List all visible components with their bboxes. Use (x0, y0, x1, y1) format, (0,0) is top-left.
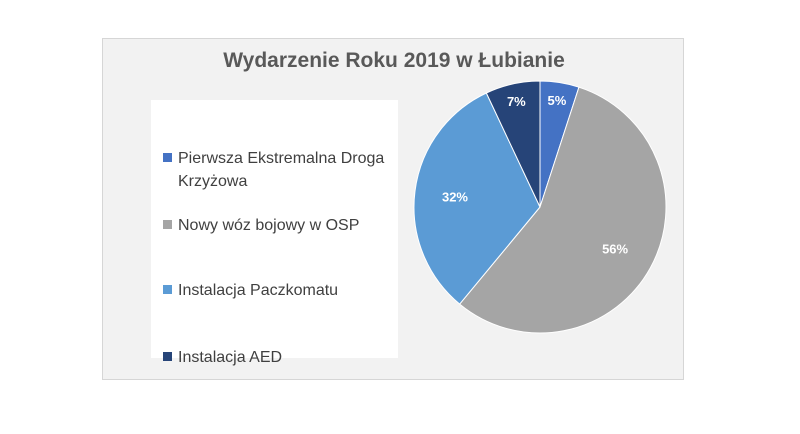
pie-slice (485, 80, 541, 208)
chart-area: Wydarzenie Roku 2019 w Łubianie Pierwsza… (102, 38, 684, 380)
legend-label: Instalacja AED (178, 349, 283, 366)
legend-swatch (163, 352, 172, 361)
legend-swatch (163, 220, 172, 229)
legend-item-droga-krzyzowa: Pierwsza Ekstremalna Droga Krzyżowa (163, 147, 395, 193)
legend-swatch (163, 285, 172, 294)
legend-label: Pierwsza Ekstremalna Droga Krzyżowa (178, 150, 385, 190)
legend: Pierwsza Ekstremalna Droga Krzyżowa Nowy… (151, 100, 398, 366)
slice-data-label: 7% (507, 94, 526, 109)
slice-data-label: 5% (548, 93, 567, 108)
slice-data-label: 32% (442, 189, 468, 204)
legend-item-paczkomat: Instalacja Paczkomatu (163, 279, 395, 302)
legend-label: Nowy wóz bojowy w OSP (178, 217, 360, 234)
legend-label: Instalacja Paczkomatu (178, 282, 339, 299)
legend-item-aed: Instalacja AED (163, 346, 395, 369)
pie-slice (413, 92, 541, 305)
chart-title: Wydarzenie Roku 2019 w Łubianie (223, 49, 565, 72)
pie-slice (458, 86, 667, 334)
legend-swatch (163, 153, 172, 162)
slice-data-label: 56% (602, 241, 628, 256)
legend-item-woz-bojowy: Nowy wóz bojowy w OSP (163, 214, 395, 237)
pie-chart: 5% 56% 32% 7% (413, 80, 667, 334)
